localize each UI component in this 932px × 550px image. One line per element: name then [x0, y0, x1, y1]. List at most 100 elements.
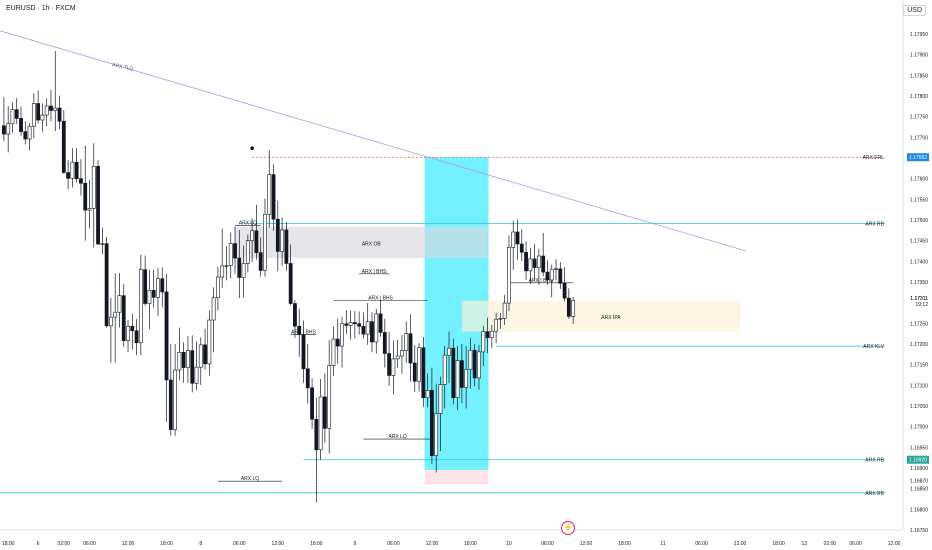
candle	[14, 109, 19, 119]
candle	[216, 276, 220, 299]
candle	[10, 109, 15, 125]
candle	[126, 325, 130, 342]
time-tick: 18:00	[772, 541, 785, 547]
time-tick: 12:00	[888, 541, 901, 547]
candle	[472, 349, 477, 379]
line-label: ARX | BHS	[529, 278, 554, 284]
candle	[186, 350, 190, 368]
candle	[100, 243, 105, 245]
candle	[532, 258, 537, 268]
candle	[301, 334, 306, 370]
candle	[143, 269, 148, 304]
time-tick: 06:00	[83, 541, 96, 547]
candle	[515, 231, 520, 245]
trend-line	[0, 30, 747, 252]
candle	[177, 351, 182, 371]
candle	[494, 318, 499, 332]
candle	[23, 131, 28, 140]
candle	[357, 323, 362, 327]
candle	[365, 321, 370, 335]
time-tick: 12:00	[426, 541, 439, 547]
candle	[121, 295, 126, 342]
candle	[447, 347, 451, 356]
candle	[318, 396, 323, 451]
time-tick: 18:00	[618, 541, 631, 547]
candle	[408, 333, 413, 364]
candle	[331, 338, 336, 366]
line-label: ARX | BHS	[362, 269, 387, 275]
lightning-icon[interactable]: ⚡	[561, 521, 575, 535]
candle	[352, 322, 357, 325]
time-tick: 12:00	[580, 541, 593, 547]
candle	[104, 243, 109, 327]
candle	[455, 360, 460, 399]
price-tick: 1.17200	[910, 342, 928, 348]
time-tick: 06:00	[695, 541, 708, 547]
price-tick: 1.16870	[910, 478, 928, 484]
candle	[74, 161, 79, 180]
candle	[198, 344, 203, 368]
candle	[288, 263, 293, 304]
candle	[549, 268, 554, 281]
candle	[417, 347, 421, 382]
candle	[211, 297, 216, 321]
candle	[387, 353, 392, 376]
currency-label[interactable]: USD	[903, 5, 926, 16]
time-tick: 12:00	[272, 541, 285, 547]
candle	[241, 263, 246, 278]
zone-arx-ipa	[461, 300, 741, 332]
candle	[434, 413, 439, 456]
candle	[6, 123, 11, 135]
price-tick: 1.16900	[910, 466, 928, 472]
candle	[53, 107, 58, 111]
candle	[181, 351, 186, 368]
candle	[344, 323, 349, 326]
candle	[558, 268, 563, 284]
candle	[395, 355, 400, 360]
candle	[370, 321, 374, 343]
hline-label: ARX RB	[865, 458, 884, 464]
price-tick: 1.17400	[910, 259, 928, 265]
candle	[27, 125, 32, 140]
candle	[348, 322, 353, 326]
time-tick: 11	[660, 541, 665, 547]
candle	[79, 178, 83, 184]
candle	[70, 161, 75, 179]
zone-label: ARX OB	[362, 241, 382, 247]
price-tick: 1.17550	[910, 197, 928, 203]
hline-label: ARX KLV	[863, 344, 884, 350]
symbol-title[interactable]: EURUSD · 1h · FXCM	[6, 5, 76, 12]
candle	[254, 230, 259, 253]
candle	[91, 166, 96, 209]
candle	[429, 390, 434, 456]
candle	[438, 384, 443, 414]
time-tick: 18:00	[310, 541, 323, 547]
price-tick: 1.17000	[910, 425, 928, 431]
price-tick: 1.17450	[910, 239, 928, 245]
time-tick: 8	[199, 541, 202, 547]
candle	[164, 291, 169, 381]
line-label: ARX LQ	[239, 220, 257, 226]
price-badge-erl	[907, 153, 929, 162]
time-tick: 6	[37, 541, 40, 547]
candle	[245, 240, 250, 264]
candle	[571, 299, 576, 317]
candle	[203, 344, 207, 365]
candle	[421, 347, 426, 399]
countdown: 19:12	[915, 302, 928, 308]
price-tick: 1.17100	[910, 383, 928, 389]
candle	[36, 103, 41, 121]
candle	[31, 103, 36, 127]
candle	[322, 396, 327, 429]
candle	[267, 174, 272, 215]
candle	[391, 358, 396, 376]
candle	[327, 365, 332, 429]
candle	[524, 251, 528, 272]
price-tick: 1.17600	[910, 177, 928, 183]
time-tick: 13	[801, 541, 807, 547]
candle	[541, 255, 546, 273]
time-tick: 06:00	[387, 541, 400, 547]
price-tick: 1.16950	[910, 445, 928, 451]
